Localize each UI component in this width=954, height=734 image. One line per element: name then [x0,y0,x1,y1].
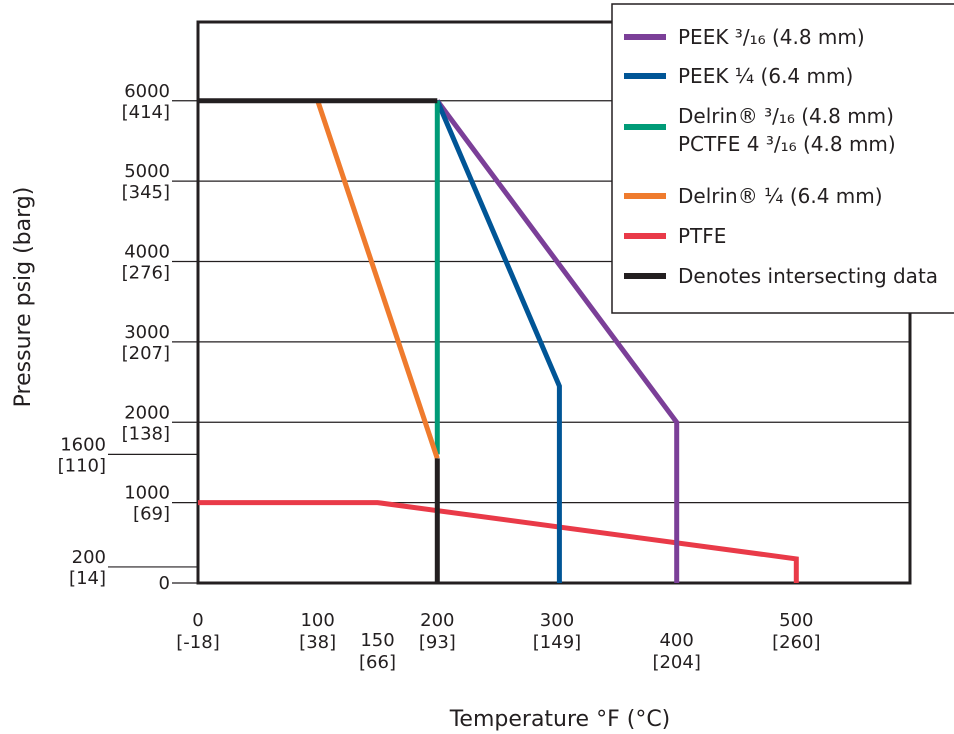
x-tick-sublabel-500: [260] [772,632,820,653]
y-tick-sublabel-1600: [110] [58,455,106,476]
legend-label-5-0: Denotes intersecting data [678,264,938,288]
x-tick-label-150: 150 [360,630,394,651]
y-tick-sublabel-200: [14] [69,568,106,589]
legend-swatch-4 [624,233,666,239]
legend-box [611,3,954,314]
legend-swatch-1 [624,73,666,79]
y-tick-label-4000: 4000 [124,242,170,263]
y-tick-label-0: 0 [159,573,170,594]
x-tick-sublabel-150: [66] [359,652,396,673]
y-tick-label-200: 200 [72,547,106,568]
series-line-peek14 [435,99,562,583]
legend-swatch-0 [624,34,666,40]
x-tick-sublabel-100: [38] [299,632,336,653]
legend-label-0-0: PEEK ³/₁₆ (4.8 mm) [678,25,865,49]
y-tick-sublabel-4000: [276] [122,263,170,284]
y-tick-label-2000: 2000 [124,402,170,423]
legend-label-1-0: PEEK ¼ (6.4 mm) [678,64,853,88]
legend-swatch-5 [624,273,666,279]
y-tick-sublabel-2000: [138] [122,423,170,444]
y-tick-label-6000: 6000 [124,81,170,102]
x-axis-title: Temperature °F (°C) [449,707,671,732]
x-tick-label-500: 500 [779,610,813,631]
legend-label-3-0: Delrin® ¼ (6.4 mm) [678,184,883,208]
x-tick-sublabel-200: [93] [419,632,456,653]
legend: PEEK ³/₁₆ (4.8 mm) PEEK ¼ (6.4 mm) Delrin®… [611,3,954,314]
series-lines [198,98,799,583]
y-tick-label-1000: 1000 [124,483,170,504]
y-tick-sublabel-1000: [69] [133,504,170,525]
y-tick-label-1600: 1600 [60,434,106,455]
x-tick-sublabel-300: [149] [533,632,581,653]
y-tick-label-3000: 3000 [124,322,170,343]
y-tick-sublabel-5000: [345] [122,182,170,203]
x-tick-label-400: 400 [659,630,693,651]
y-axis-title: Pressure psig (barg) [11,187,36,408]
series-line-delrin14 [315,100,440,460]
y-tick-sublabel-6000: [414] [122,102,170,123]
x-tick-sublabel-400: [204] [652,652,700,673]
y-tick-label-5000: 5000 [124,161,170,182]
series-line-peek316 [435,99,680,583]
legend-label-4-0: PTFE [678,224,726,248]
x-axis-ticks: 0[-18]100[38] 150[66]200[93]300[149] 400[2… [176,610,820,673]
x-tick-label-300: 300 [540,610,574,631]
legend-swatch-3 [624,193,666,199]
legend-swatch-2 [624,124,666,130]
x-tick-label-100: 100 [300,610,334,631]
legend-label-2-1: PCTFE 4 ³/₁₆ (4.8 mm) [678,132,896,156]
x-tick-sublabel-0: [-18] [176,632,219,653]
x-tick-label-200: 200 [420,610,454,631]
legend-label-2-0: Delrin® ³/₁₆ (4.8 mm) [678,104,894,128]
y-axis-ticks: 0200[14]1000[69]1600[110]2000[138]3000[2… [58,81,198,594]
y-tick-sublabel-3000: [207] [122,343,170,364]
series-line-ptfe [198,500,799,583]
x-tick-label-0: 0 [192,610,203,631]
